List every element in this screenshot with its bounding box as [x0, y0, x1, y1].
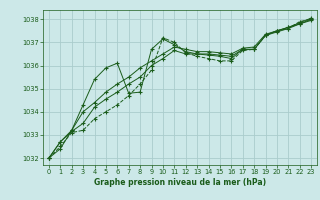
- X-axis label: Graphe pression niveau de la mer (hPa): Graphe pression niveau de la mer (hPa): [94, 178, 266, 187]
